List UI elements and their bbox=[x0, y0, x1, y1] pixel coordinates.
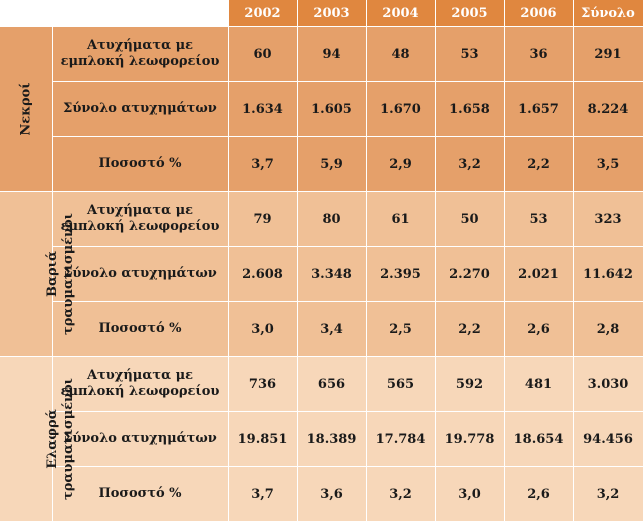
header-row: 2002 2003 2004 2005 2006 Σύνολο bbox=[0, 0, 643, 27]
cell-value: 3,7 bbox=[228, 466, 298, 522]
table-row: Ποσοστό % 3,0 3,4 2,5 2,2 2,6 2,8 bbox=[0, 301, 643, 357]
cell-total: 291 bbox=[573, 26, 643, 82]
table-row: Ποσοστό % 3,7 5,9 2,9 3,2 2,2 3,5 bbox=[0, 136, 643, 192]
cell-value: 3,7 bbox=[228, 136, 298, 192]
cell-total: 11.642 bbox=[573, 246, 643, 302]
group-label-light-injuries: Ελαφρά τραυματισμένοι bbox=[0, 356, 76, 522]
cell-value: 2,5 bbox=[366, 301, 436, 357]
cell-value: 2.608 bbox=[228, 246, 298, 302]
cell-total: 8.224 bbox=[573, 81, 643, 137]
cell-total: 3,5 bbox=[573, 136, 643, 192]
row-label: Ατυχήματα με εμπλοκή λεωφορείου bbox=[52, 26, 229, 82]
cell-value: 79 bbox=[228, 191, 298, 247]
cell-value: 18.654 bbox=[504, 411, 574, 467]
cell-value: 2,6 bbox=[504, 466, 574, 522]
cell-value: 3,0 bbox=[228, 301, 298, 357]
row-label: Σύνολο ατυχημάτων bbox=[52, 246, 229, 302]
cell-value: 3,2 bbox=[435, 136, 505, 192]
table-row: Ποσοστό % 3,7 3,6 3,2 3,0 2,6 3,2 bbox=[0, 466, 643, 522]
cell-value: 17.784 bbox=[366, 411, 436, 467]
cell-value: 48 bbox=[366, 26, 436, 82]
year-header: 2003 bbox=[297, 0, 367, 27]
cell-value: 1.670 bbox=[366, 81, 436, 137]
cell-value: 53 bbox=[435, 26, 505, 82]
cell-value: 2.021 bbox=[504, 246, 574, 302]
table-row: Σύνολο ατυχημάτων 19.851 18.389 17.784 1… bbox=[0, 411, 643, 467]
cell-total: 3.030 bbox=[573, 356, 643, 412]
table-row: Σύνολο ατυχημάτων 1.634 1.605 1.670 1.65… bbox=[0, 81, 643, 137]
year-header: 2005 bbox=[435, 0, 505, 27]
cell-value: 80 bbox=[297, 191, 367, 247]
cell-value: 1.658 bbox=[435, 81, 505, 137]
group-label-deaths: Νεκροί bbox=[0, 26, 53, 192]
group-label-serious-injuries: Βαριά τραυματισμένοι bbox=[0, 191, 76, 357]
table-row: Ελαφρά τραυματισμένοι Ατυχήματα με εμπλοκ… bbox=[0, 356, 643, 522]
row-label: Ποσοστό % bbox=[52, 136, 229, 192]
cell-value: 592 bbox=[435, 356, 505, 412]
cell-value: 1.657 bbox=[504, 81, 574, 137]
header-empty-cell bbox=[52, 0, 229, 27]
cell-value: 2,6 bbox=[504, 301, 574, 357]
cell-value: 94 bbox=[297, 26, 367, 82]
cell-value: 1.605 bbox=[297, 81, 367, 137]
table-row: Βαριά τραυματισμένοι Ατυχήματα με εμπλοκή… bbox=[0, 191, 643, 357]
cell-value: 3.348 bbox=[297, 246, 367, 302]
cell-value: 2,9 bbox=[366, 136, 436, 192]
cell-total: 2,8 bbox=[573, 301, 643, 357]
header-empty-cell bbox=[0, 0, 53, 27]
cell-value: 18.389 bbox=[297, 411, 367, 467]
cell-total: 323 bbox=[573, 191, 643, 247]
cell-total: 3,2 bbox=[573, 466, 643, 522]
cell-value: 19.851 bbox=[228, 411, 298, 467]
cell-value: 1.634 bbox=[228, 81, 298, 137]
cell-value: 50 bbox=[435, 191, 505, 247]
row-label: Σύνολο ατυχημάτων bbox=[52, 81, 229, 137]
cell-value: 5,9 bbox=[297, 136, 367, 192]
cell-value: 36 bbox=[504, 26, 574, 82]
cell-total: 94.456 bbox=[573, 411, 643, 467]
total-header: Σύνολο bbox=[573, 0, 643, 27]
cell-value: 60 bbox=[228, 26, 298, 82]
row-label: Ατυχήματα με εμπλοκή λεωφορείου bbox=[52, 356, 229, 412]
row-label: Ποσοστό % bbox=[52, 466, 229, 522]
cell-value: 3,4 bbox=[297, 301, 367, 357]
cell-value: 61 bbox=[366, 191, 436, 247]
cell-value: 736 bbox=[228, 356, 298, 412]
cell-value: 481 bbox=[504, 356, 574, 412]
table-row: Σύνολο ατυχημάτων 2.608 3.348 2.395 2.27… bbox=[0, 246, 643, 302]
row-label: Ατυχήματα με εμπλοκή λεωφορείου bbox=[52, 191, 229, 247]
cell-value: 53 bbox=[504, 191, 574, 247]
cell-value: 2.395 bbox=[366, 246, 436, 302]
year-header: 2002 bbox=[228, 0, 298, 27]
cell-value: 2,2 bbox=[435, 301, 505, 357]
year-header: 2004 bbox=[366, 0, 436, 27]
cell-value: 2.270 bbox=[435, 246, 505, 302]
year-header: 2006 bbox=[504, 0, 574, 27]
row-label: Ποσοστό % bbox=[52, 301, 229, 357]
cell-value: 565 bbox=[366, 356, 436, 412]
row-label: Σύνολο ατυχημάτων bbox=[52, 411, 229, 467]
cell-value: 2,2 bbox=[504, 136, 574, 192]
cell-value: 656 bbox=[297, 356, 367, 412]
cell-value: 3,2 bbox=[366, 466, 436, 522]
cell-value: 3,0 bbox=[435, 466, 505, 522]
cell-value: 3,6 bbox=[297, 466, 367, 522]
cell-value: 19.778 bbox=[435, 411, 505, 467]
table-row: Νεκροί Ατυχήματα με εμπλοκή λεωφορείου 6… bbox=[0, 26, 643, 192]
